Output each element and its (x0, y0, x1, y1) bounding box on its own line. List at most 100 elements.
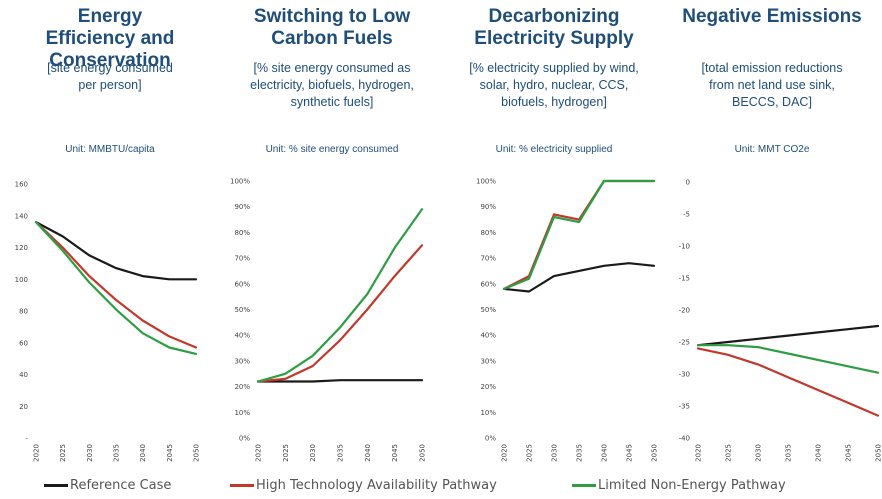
y-tick-label: 100 (15, 276, 28, 284)
chart-subtitle: [total emission reductions from net land… (701, 61, 843, 109)
y-tick-label: 40% (480, 332, 496, 340)
y-tick-label: 40 (19, 371, 28, 379)
x-tick-label: 2040 (364, 444, 372, 462)
x-tick-label: 2025 (725, 444, 733, 462)
y-tick-label: 0% (239, 435, 250, 443)
y-tick-label: 90% (480, 203, 496, 211)
y-tick-label: 90% (234, 203, 250, 211)
y-tick-label: -10 (679, 243, 690, 251)
y-tick-label: -5 (683, 211, 690, 219)
x-tick-label: 2025 (59, 444, 67, 462)
x-tick-label: 2020 (695, 444, 703, 462)
y-tick-label: -40 (679, 435, 690, 443)
y-tick-label: 10% (234, 409, 250, 417)
series-line-reference (696, 324, 880, 347)
chart-unit-label: Unit: % electricity supplied (495, 144, 613, 155)
series-line-high-tech (696, 347, 880, 417)
x-tick-label: 2045 (626, 444, 634, 462)
x-tick-label: 2035 (785, 444, 793, 462)
series-line-reference (256, 379, 424, 383)
series-line-limited-non-energy (696, 344, 880, 374)
series-line-limited-non-energy (502, 179, 656, 291)
y-tick-label: 80% (234, 229, 250, 237)
legend-label: Reference Case (70, 478, 172, 493)
chart-unit-label: Unit: % site energy consumed (265, 144, 399, 155)
y-tick-label: 20% (480, 383, 496, 391)
legend-item-high-tech: High Technology Availability Pathway (230, 478, 497, 493)
x-tick-label: 2035 (113, 444, 121, 462)
legend-swatch (230, 484, 254, 487)
legend-swatch (572, 484, 596, 487)
chart-unit-label: Unit: MMT CO2e (734, 144, 810, 155)
legend-item-reference: Reference Case (44, 478, 171, 493)
line-chart-low-carbon-fuels: 0% 10% 20% 30% 40% 50% 60% 70% 80% 90% 100% 2020 202… (230, 178, 427, 462)
chart-title: Negative Emissions (682, 6, 862, 27)
chart-panel-negative-emissions: Negative Emissions [total emission reduc… (662, 0, 882, 470)
x-tick-label: 2020 (501, 444, 509, 462)
series-line-reference (34, 220, 198, 281)
y-tick-label: 80 (19, 308, 28, 316)
x-tick-label: 2045 (166, 444, 174, 462)
x-tick-label: 2035 (337, 444, 345, 462)
y-tick-label: 100% (476, 178, 496, 186)
y-tick-label: 30% (480, 357, 496, 365)
legend-label: Limited Non-Energy Pathway (598, 478, 786, 493)
y-tick-label: 60 (19, 339, 28, 347)
chart-title: Energy Efficiency and Conservation (45, 6, 175, 71)
x-tick-label: 2045 (391, 444, 399, 462)
x-tick-label: 2025 (282, 444, 290, 462)
chart-panel-low-carbon-fuels: Switching to Low Carbon Fuels [% site en… (222, 0, 442, 470)
y-tick-label: 10% (480, 409, 496, 417)
y-tick-label: 30% (234, 357, 250, 365)
series-line-reference (502, 262, 656, 293)
chart-panel-electricity-supply: Decarbonizing Electricity Supply [% elec… (444, 0, 664, 470)
legend-swatch (44, 484, 68, 487)
x-tick-label: 2030 (86, 444, 94, 462)
chart-title: Switching to Low Carbon Fuels (253, 6, 411, 49)
chart-subtitle: [site energy consumed per person] (47, 61, 173, 92)
y-tick-label: -25 (679, 339, 690, 347)
y-tick-label: 60% (480, 280, 496, 288)
line-chart-electricity-supply: 0% 10% 20% 30% 40% 50% 60% 70% 80% 90% 100% 2020 202… (476, 178, 659, 462)
chart-subtitle: [% site energy consumed as electricity, … (250, 61, 414, 109)
chart-legend: Reference Case High Technology Availabil… (0, 474, 882, 496)
y-tick-label: 120 (15, 244, 28, 252)
x-tick-label: 2020 (255, 444, 263, 462)
chart-panel-energy-efficiency: Energy Efficiency and Conservation [site… (0, 0, 220, 470)
series-line-high-tech (34, 220, 198, 349)
y-tick-label: -35 (679, 403, 690, 411)
y-tick-label: 140 (15, 212, 28, 220)
legend-item-limited-non-energy: Limited Non-Energy Pathway (572, 478, 786, 493)
y-tick-label: -20 (679, 307, 690, 315)
y-tick-label: - (25, 435, 28, 443)
y-tick-label: 0% (485, 435, 496, 443)
x-tick-label: 2045 (845, 444, 853, 462)
line-chart-negative-emissions: 0 -5 -10 -15 -20 -25 -30 -35 -40 2020 2025 2030 2035… (679, 179, 882, 462)
x-tick-label: 2040 (139, 444, 147, 462)
x-tick-label: 2035 (576, 444, 584, 462)
x-tick-label: 2030 (551, 444, 559, 462)
y-tick-label: 0 (686, 179, 690, 187)
chart-subtitle: [% electricity supplied by wind, solar, … (469, 61, 639, 109)
x-tick-label: 2030 (755, 444, 763, 462)
x-tick-label: 2050 (651, 444, 659, 462)
series-line-high-tech (502, 179, 656, 291)
x-tick-label: 2025 (526, 444, 534, 462)
y-tick-label: 70% (480, 255, 496, 263)
y-tick-label: 80% (480, 229, 496, 237)
x-tick-label: 2050 (875, 444, 882, 462)
series-line-limited-non-energy (256, 208, 424, 383)
x-tick-label: 2040 (815, 444, 823, 462)
y-tick-label: 60% (234, 280, 250, 288)
y-tick-label: -15 (679, 275, 690, 283)
x-tick-label: 2050 (193, 444, 201, 462)
chart-title: Decarbonizing Electricity Supply (474, 6, 634, 49)
y-tick-label: 50% (480, 306, 496, 314)
x-tick-label: 2040 (601, 444, 609, 462)
x-tick-label: 2030 (309, 444, 317, 462)
y-tick-label: 100% (230, 178, 250, 186)
x-tick-label: 2050 (419, 444, 427, 462)
y-tick-label: 70% (234, 255, 250, 263)
y-tick-label: 50% (234, 306, 250, 314)
